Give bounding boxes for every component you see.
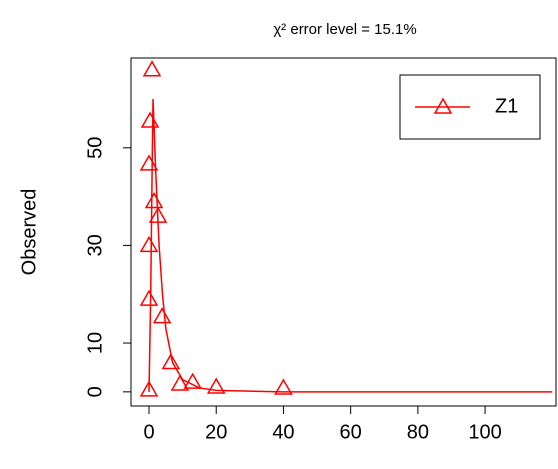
point — [206, 377, 226, 394]
y-tick-label: 10 — [84, 332, 106, 354]
x-tick-label: 80 — [407, 421, 429, 443]
x-tick-label: 20 — [205, 421, 227, 443]
point — [183, 372, 202, 389]
fit-line — [148, 98, 553, 393]
y-tick-label: 0 — [84, 386, 106, 397]
x-tick-label: 60 — [340, 421, 362, 443]
point — [139, 154, 159, 171]
x-tick-label: 0 — [143, 421, 154, 443]
point — [139, 289, 159, 306]
point — [139, 380, 159, 397]
point — [148, 206, 168, 223]
legend-label: Z1 — [495, 95, 518, 117]
y-axis-label: Observed — [18, 189, 40, 276]
point — [170, 374, 190, 391]
x-tick-label: 40 — [272, 421, 294, 443]
legend-marker — [433, 97, 453, 114]
point — [140, 111, 160, 128]
point — [274, 378, 293, 395]
chart-title: χ² error level = 15.1% — [273, 21, 416, 38]
point — [144, 191, 164, 209]
x-tick-label: 100 — [468, 421, 501, 443]
point — [152, 307, 172, 324]
point — [139, 235, 159, 253]
y-tick-label: 50 — [84, 137, 106, 159]
point — [161, 353, 181, 370]
y-tick-label: 30 — [84, 234, 106, 256]
point — [142, 60, 162, 77]
